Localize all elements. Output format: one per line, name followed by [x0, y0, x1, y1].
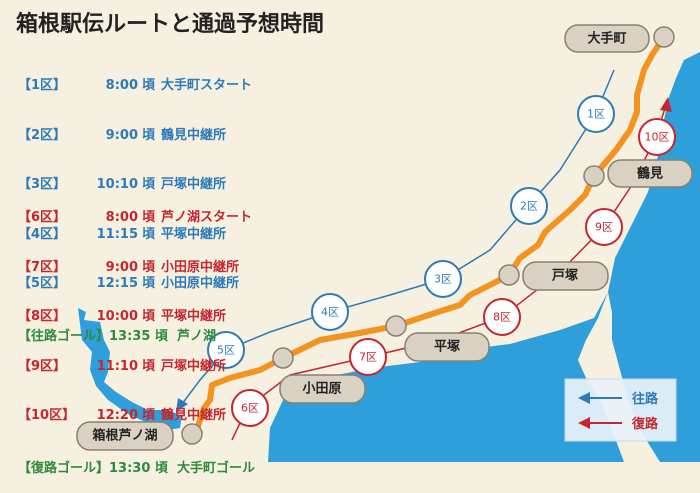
station-hakone: 箱根芦ノ湖	[76, 421, 174, 451]
svg-text:7区: 7区	[359, 351, 377, 364]
return-arrow-icon	[578, 417, 590, 429]
course-route	[193, 35, 667, 433]
svg-text:4区: 4区	[321, 306, 339, 319]
svg-text:3区: 3区	[434, 273, 452, 286]
schedule-row: 【3区】 10:10 頃戸塚中継所	[18, 177, 227, 192]
section-badge-7: 7区	[349, 338, 387, 376]
station-marker	[272, 347, 294, 369]
section-badge-3: 3区	[424, 260, 462, 298]
legend-return: 復路	[631, 416, 659, 432]
svg-text:6区: 6区	[241, 402, 259, 415]
route-map: 大手町 鶴見 戸塚 平塚 小田原 箱根芦ノ湖 1区 2区 3区 4区 5区 6区…	[76, 24, 700, 462]
station-marker	[583, 165, 605, 187]
map-legend: 往路 復路	[564, 378, 677, 442]
schedule-row: 【1区】 8:00 頃大手町スタート	[18, 78, 253, 93]
schedule-row: 【10区】 12:20 頃鶴見中継所	[18, 408, 227, 423]
section-badge-9: 9区	[585, 208, 623, 246]
return-goal: 【復路ゴール】13:30 頃 大手町ゴール	[18, 460, 255, 476]
outbound-arrow-icon	[578, 392, 590, 404]
svg-text:5区: 5区	[217, 344, 235, 357]
section-badge-2: 2区	[510, 187, 548, 225]
page-title: 箱根駅伝ルートと通過予想時間	[16, 12, 325, 37]
return-schedule: 【6区】 8:00 頃芦ノ湖スタート 【7区】 9:00 頃小田原中継所 【8区】 10:…	[18, 178, 255, 493]
station-marker	[181, 423, 203, 445]
station-label: 平塚	[434, 340, 460, 355]
schedule-row: 【5区】 12:15 頃小田原中継所	[18, 276, 240, 291]
outbound-arrowhead	[176, 398, 188, 412]
svg-text:8区: 8区	[493, 311, 511, 324]
schedule-row: 【9区】 11:10 頃戸塚中継所	[18, 358, 227, 374]
svg-text:10区: 10区	[645, 131, 670, 144]
outbound-schedule: 【1区】 8:00 頃大手町スタート 【2区】 9:00 頃鶴見中継所 【3区】 10:1…	[18, 46, 252, 361]
station-label: 鶴見	[637, 166, 663, 182]
schedule-row: 【7区】 9:00 頃小田原中継所	[18, 259, 240, 275]
station-tsurumi: 鶴見	[607, 159, 693, 188]
schedule-row: 【8区】 10:00 頃平塚中継所	[18, 309, 227, 324]
station-label: 小田原	[302, 382, 341, 397]
outbound-goal: 【往路ゴール】13:35 頃 芦ノ湖	[18, 328, 216, 344]
section-badge-5: 5区	[207, 331, 245, 369]
section-badge-8: 8区	[483, 298, 521, 336]
lake-ashi	[78, 308, 182, 430]
return-arrowhead	[660, 97, 672, 112]
section-badge-6: 6区	[231, 389, 269, 427]
station-otemachi: 大手町	[564, 24, 650, 53]
station-marker	[498, 264, 520, 286]
station-hiratsuka: 平塚	[404, 332, 490, 362]
schedule-row: 【6区】 8:00 頃芦ノ湖スタート	[18, 210, 253, 225]
section-badge-4: 4区	[311, 293, 349, 331]
station-marker	[385, 315, 407, 337]
station-label: 戸塚	[552, 269, 578, 284]
schedule-row: 【4区】 11:15 頃平塚中継所	[18, 226, 227, 242]
station-totsuka: 戸塚	[522, 261, 609, 291]
station-label: 箱根芦ノ湖	[92, 428, 157, 444]
section-badge-10: 10区	[638, 118, 676, 156]
miura-peninsula	[578, 292, 660, 462]
section-badge-1: 1区	[577, 95, 615, 133]
svg-text:1区: 1区	[587, 108, 605, 121]
svg-text:9区: 9区	[595, 221, 613, 234]
station-odawara: 小田原	[279, 374, 366, 404]
schedule-row: 【2区】 9:00 頃鶴見中継所	[18, 127, 227, 143]
station-marker	[653, 26, 675, 48]
legend-outbound: 往路	[632, 391, 659, 407]
station-label: 大手町	[587, 31, 626, 47]
svg-text:2区: 2区	[520, 200, 538, 213]
